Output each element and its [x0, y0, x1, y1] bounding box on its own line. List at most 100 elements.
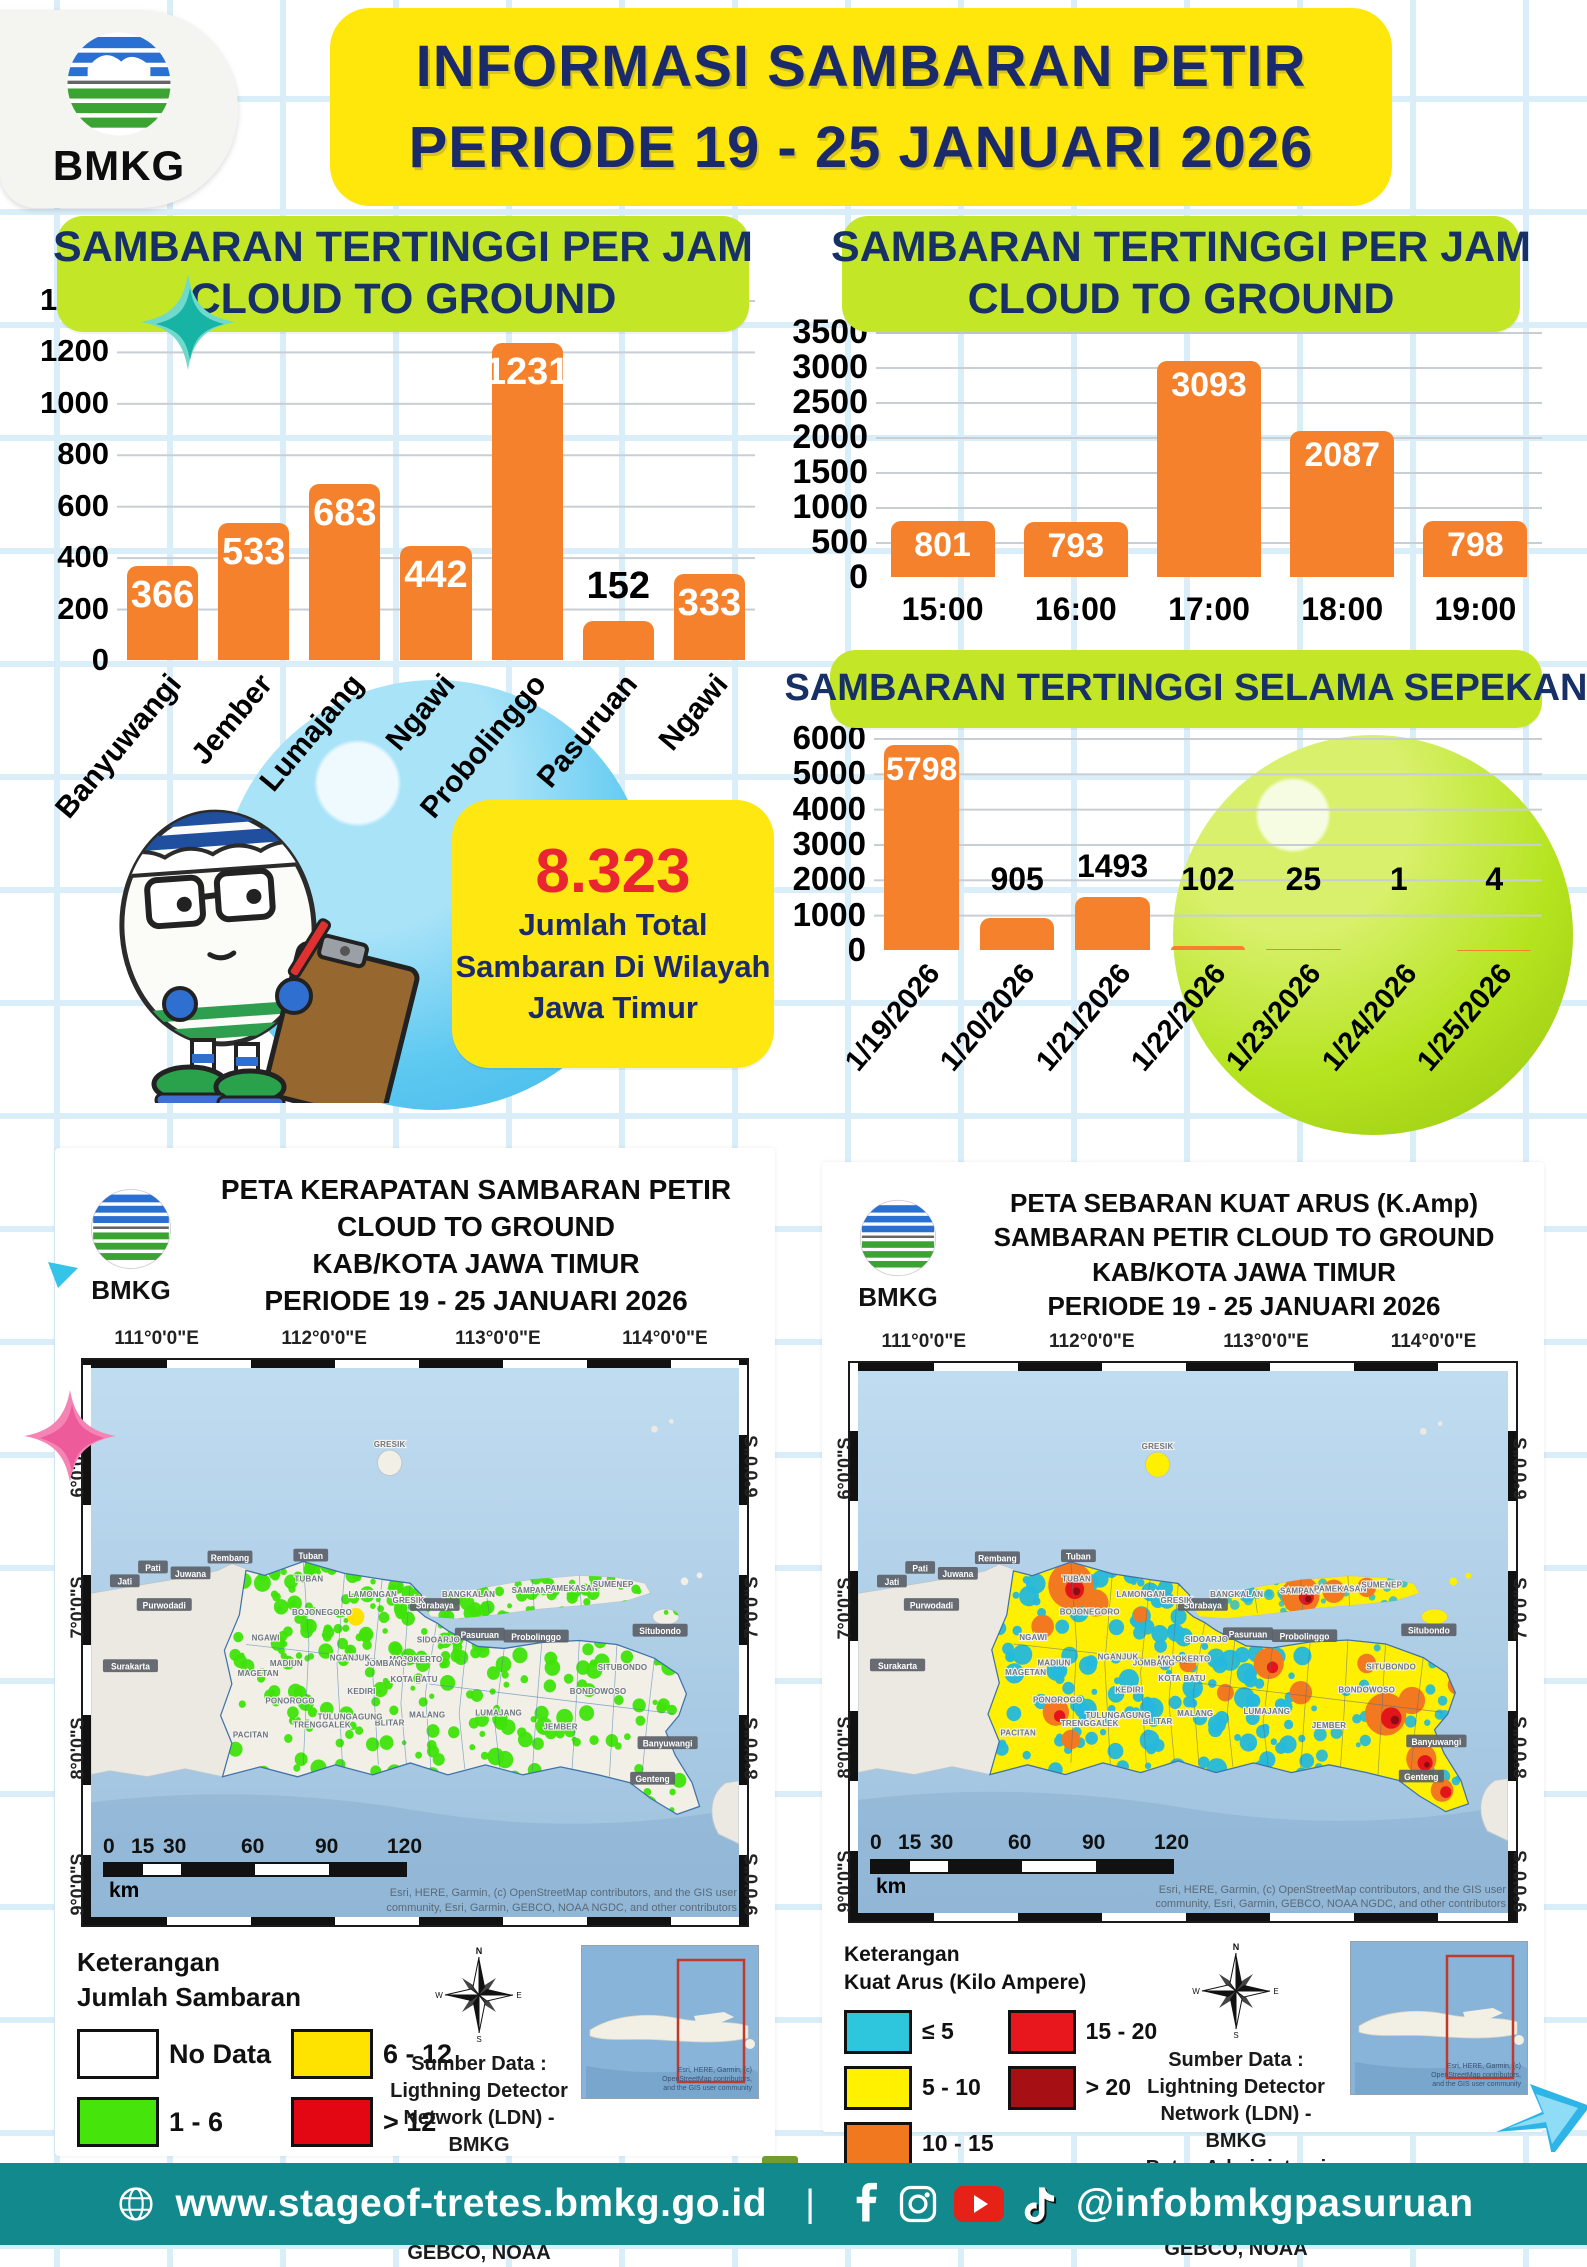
- svg-text:GRESIK: GRESIK: [1161, 1596, 1193, 1605]
- legend-item: ≤ 5: [844, 2010, 994, 2054]
- svg-text:PONOROGO: PONOROGO: [1033, 1696, 1082, 1705]
- svg-text:KOTA BATU: KOTA BATU: [390, 1675, 437, 1684]
- legend-item: 5 - 10: [844, 2066, 994, 2110]
- y-tick-label: 400: [57, 540, 109, 574]
- svg-text:TUBAN: TUBAN: [1062, 1575, 1091, 1584]
- bar: 798: [1423, 521, 1527, 577]
- legend-label: > 20: [1086, 2074, 1131, 2101]
- y-tick-label: 0: [92, 643, 109, 677]
- y-tick-label: 1000: [792, 490, 868, 524]
- instagram-icon[interactable]: [896, 2182, 940, 2226]
- svg-text:SIDOARJO: SIDOARJO: [1185, 1635, 1228, 1644]
- svg-text:BONDOWOSO: BONDOWOSO: [1338, 1686, 1395, 1695]
- bmkg-logo-badge: BMKG: [0, 10, 238, 208]
- svg-text:LAMONGAN: LAMONGAN: [1116, 1590, 1165, 1599]
- svg-text:GRESIK: GRESIK: [1142, 1442, 1174, 1451]
- bmkg-logo-text: BMKG: [844, 1282, 952, 1313]
- bar: 333: [674, 574, 745, 660]
- legend-label: 10 - 15: [922, 2130, 994, 2157]
- sparkle-icon: [138, 272, 238, 372]
- map-logo: BMKG: [77, 1186, 185, 1306]
- svg-text:JOMBANG: JOMBANG: [1133, 1659, 1175, 1668]
- chart-title-text: CLOUD TO GROUND: [190, 274, 617, 326]
- x-category-label: 1/19/2026: [839, 958, 947, 1078]
- svg-text:Situbondo: Situbondo: [639, 1626, 681, 1636]
- svg-text:PAMEKASAN: PAMEKASAN: [1314, 1584, 1367, 1593]
- legend-swatch: [844, 2066, 912, 2110]
- bar-value-label: 333: [644, 582, 775, 625]
- svg-text:LUMAJANG: LUMAJANG: [1243, 1707, 1290, 1716]
- facebook-icon[interactable]: [853, 2182, 883, 2226]
- footer-website-link[interactable]: www.stageof-tretes.bmkg.go.id: [175, 2182, 767, 2226]
- pink-sparkle-icon: [20, 1386, 120, 1486]
- svg-text:Situbondo: Situbondo: [1408, 1626, 1450, 1636]
- svg-text:TRENGGALEK: TRENGGALEK: [293, 1720, 351, 1729]
- svg-text:Jati: Jati: [118, 1576, 133, 1586]
- legend-swatch: [77, 2097, 159, 2147]
- svg-text:N: N: [1233, 1942, 1240, 1952]
- map-title: PETA SEBARAN KUAT ARUS (K.Amp)SAMBARAN P…: [962, 1186, 1526, 1323]
- x-category-label: 19:00: [1409, 591, 1542, 628]
- svg-text:Surakarta: Surakarta: [111, 1661, 150, 1671]
- svg-text:BANGKALAN: BANGKALAN: [1210, 1590, 1263, 1599]
- svg-text:Esri, HERE, Garmin, (c): Esri, HERE, Garmin, (c): [678, 2067, 752, 2074]
- bmkg-logo-text: BMKG: [77, 1275, 185, 1306]
- svg-text:PONOROGO: PONOROGO: [265, 1696, 315, 1705]
- svg-text:E: E: [516, 1991, 521, 2000]
- bar: [1075, 897, 1149, 950]
- y-tick-label: 1000: [40, 386, 109, 420]
- y-tick-label: 2500: [792, 385, 868, 419]
- footer-social-handle[interactable]: @infobmkgpasuruan: [1076, 2182, 1474, 2226]
- bar: 5798: [884, 745, 958, 950]
- bar-value-label: 793: [994, 527, 1158, 566]
- svg-text:BANGKALAN: BANGKALAN: [442, 1590, 495, 1599]
- youtube-icon[interactable]: [953, 2184, 1005, 2224]
- svg-text:NGAWI: NGAWI: [252, 1633, 280, 1642]
- y-tick-label: 800: [57, 437, 109, 471]
- svg-text:Purwodadi: Purwodadi: [910, 1600, 953, 1610]
- chart-title-per-jam-hour: SAMBARAN TERTINGGI PER JAM CLOUD TO GROU…: [842, 216, 1520, 332]
- locator-inset-map: Esri, HERE, Garmin, (c) OpenStreetMap con…: [581, 1945, 759, 2099]
- footer-separator: |: [805, 2183, 815, 2226]
- bar: 1231: [492, 343, 563, 660]
- bar-chart-highest-per-hour-by-regency: 1400120010008006004002000 36653368344212…: [55, 300, 755, 810]
- svg-text:NGAWI: NGAWI: [1019, 1633, 1047, 1642]
- svg-text:NGANJUK: NGANJUK: [1098, 1653, 1139, 1662]
- svg-text:SITUBONDO: SITUBONDO: [1366, 1662, 1416, 1671]
- bar-value-label: 2087: [1260, 436, 1424, 475]
- svg-text:MADIUN: MADIUN: [1037, 1659, 1070, 1668]
- x-category-label: Ngawi: [379, 668, 462, 758]
- bmkg-logo-icon: [857, 1197, 939, 1279]
- bmkg-logo-icon: [88, 1186, 174, 1272]
- poster-title-line2: PERIODE 19 - 25 JANUARI 2026: [409, 114, 1314, 181]
- badge-caption: Jumlah Total: [519, 904, 708, 946]
- svg-text:GRESIK: GRESIK: [374, 1440, 406, 1449]
- svg-text:Surakarta: Surakarta: [878, 1661, 917, 1671]
- x-category-label: 17:00: [1142, 591, 1275, 628]
- tiktok-icon[interactable]: [1018, 2181, 1060, 2227]
- svg-text:OpenStreetMap contributors,: OpenStreetMap contributors,: [662, 2076, 752, 2083]
- svg-text:Tuban: Tuban: [298, 1551, 323, 1561]
- svg-text:Jati: Jati: [885, 1577, 900, 1587]
- legend-swatch: [291, 2097, 373, 2147]
- x-category-label: 16:00: [1009, 591, 1142, 628]
- y-tick-label: 600: [57, 489, 109, 523]
- svg-text:W: W: [1192, 1987, 1200, 1996]
- svg-text:Purwodadi: Purwodadi: [143, 1600, 186, 1610]
- svg-text:PACITAN: PACITAN: [233, 1730, 269, 1739]
- svg-text:Banyuwangi: Banyuwangi: [1411, 1737, 1461, 1747]
- svg-text:KEDIRI: KEDIRI: [347, 1686, 375, 1695]
- svg-text:Probolinggo: Probolinggo: [511, 1632, 561, 1642]
- svg-text:KOTA BATU: KOTA BATU: [1158, 1674, 1205, 1683]
- map-panel-current: BMKG PETA SEBARAN KUAT ARUS (K.Amp)SAMBA…: [822, 1162, 1544, 2132]
- legend-swatch: [1008, 2066, 1076, 2110]
- svg-text:MAGETAN: MAGETAN: [238, 1669, 279, 1678]
- bmkg-logo-text: BMKG: [53, 142, 185, 190]
